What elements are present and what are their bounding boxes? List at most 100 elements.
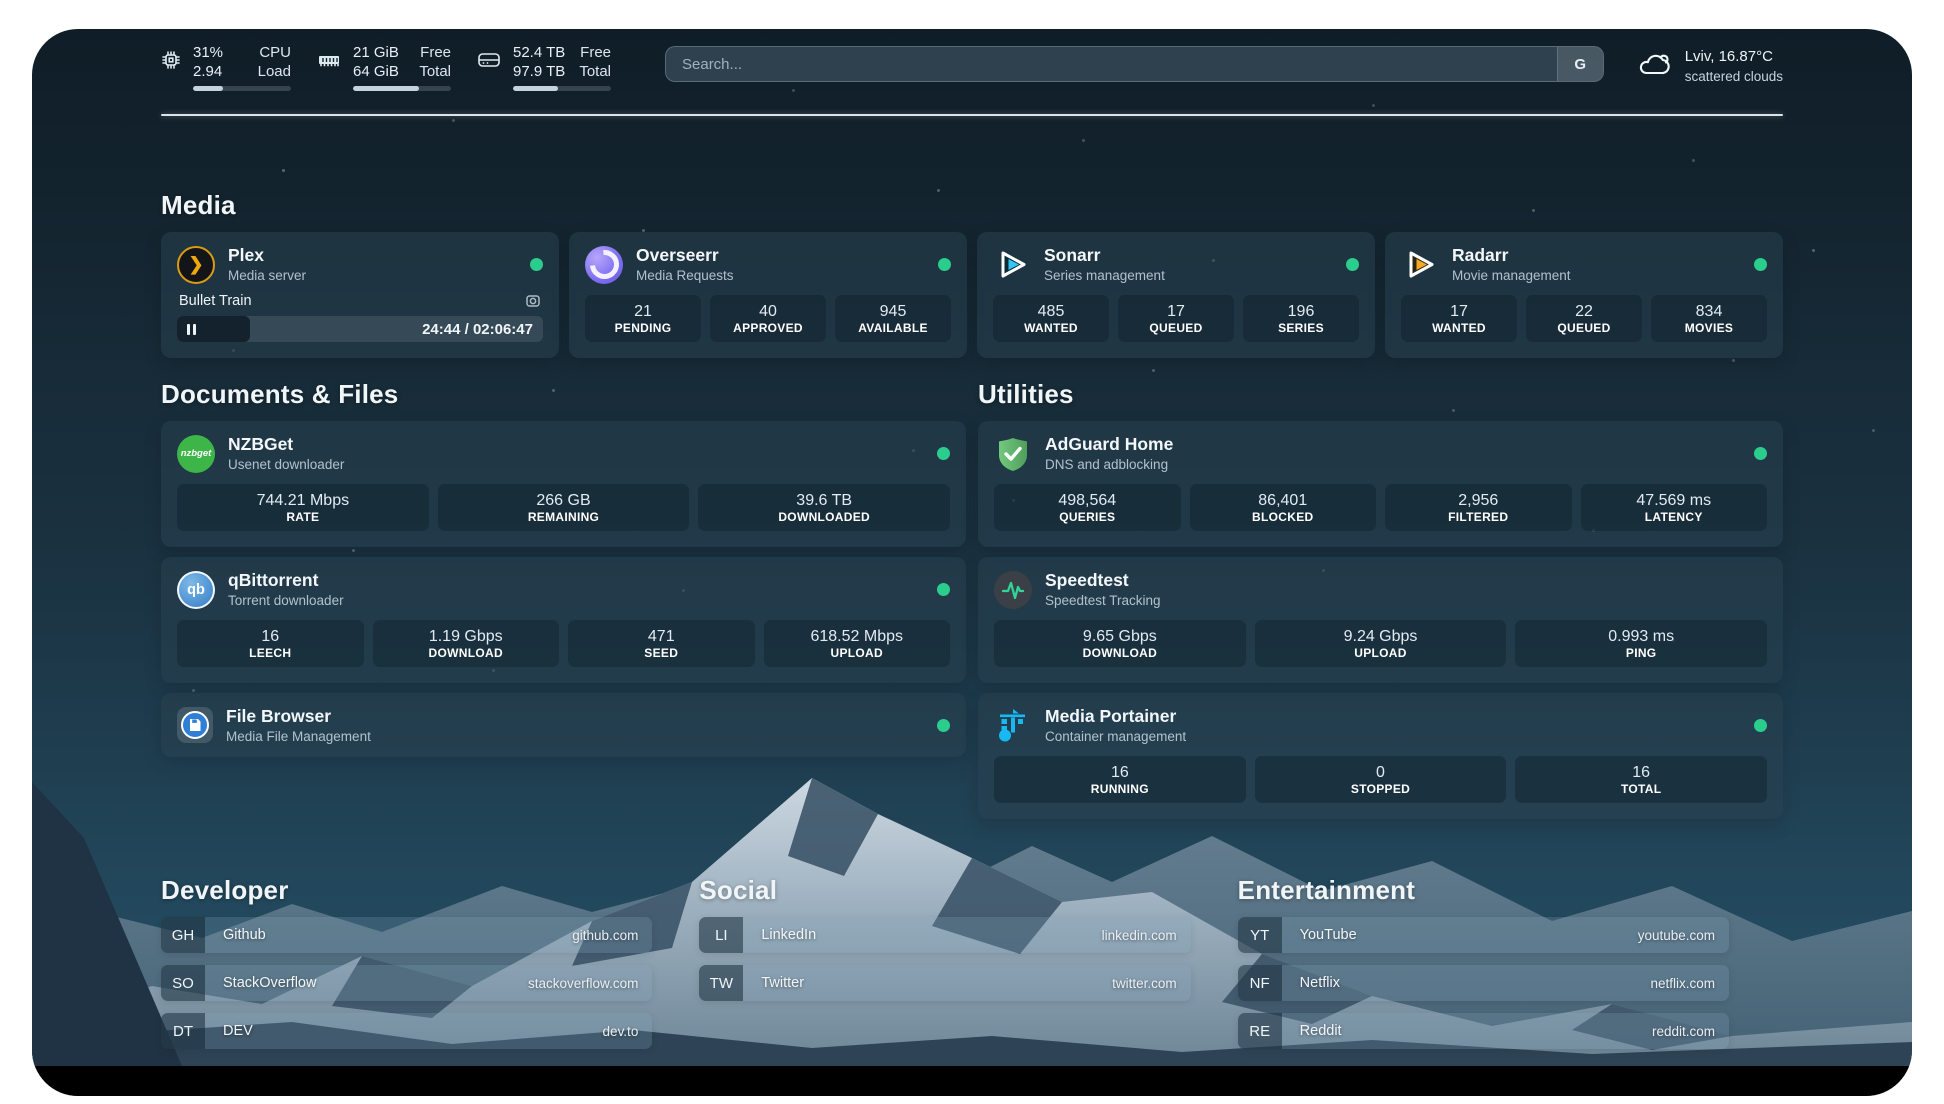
app-subtitle: Container management (1045, 729, 1187, 744)
stat-label: DOWNLOADED (778, 509, 871, 524)
portainer-crane-icon (994, 707, 1032, 745)
bookmark-twitter[interactable]: TW Twitter twitter.com (699, 965, 1191, 1001)
sonarr-icon (993, 246, 1031, 284)
bookmark-github[interactable]: GH Github github.com (161, 917, 653, 953)
bookmark-url: twitter.com (1112, 975, 1177, 991)
qbittorrent-card[interactable]: qb qBittorrent Torrent downloader 16 LEE… (161, 557, 966, 683)
bookmark-name: Twitter (761, 975, 805, 991)
stat-value: 1.19 Gbps (428, 627, 503, 645)
playback-progress-bar[interactable]: 24:44 / 02:06:47 (177, 316, 543, 342)
cpu-label: CPU (259, 44, 291, 61)
snow-specks (32, 29, 35, 32)
radarr-card[interactable]: Radarr Movie management 17 WANTED 22 QUE… (1385, 232, 1783, 358)
bookmark-abbr: TW (699, 965, 744, 1001)
stat-value: 17 (1450, 302, 1468, 320)
cpu-usage-value: 31% (193, 44, 224, 61)
header-divider (161, 114, 1783, 116)
stat-tile: 22 QUEUED (1526, 295, 1642, 342)
status-online-dot (1754, 447, 1767, 460)
filebrowser-icon (177, 707, 213, 743)
bookmark-abbr: DT (161, 1013, 205, 1049)
app-title: File Browser (226, 705, 332, 726)
app-title: Radarr (1452, 245, 1509, 265)
stat-tile: 47.569 ms LATENCY (1580, 484, 1767, 531)
cpu-load-value: 2.94 (193, 63, 223, 80)
bookmark-name: DEV (223, 1023, 253, 1039)
stat-value: 618.52 Mbps (810, 627, 903, 645)
disk-total-label: Total (579, 63, 611, 80)
nzbget-icon: nzbget (177, 434, 215, 473)
bookmark-netflix[interactable]: NF Netflix netflix.com (1237, 965, 1729, 1001)
plex-icon (177, 245, 215, 284)
memory-icon (317, 50, 341, 75)
stat-tile: 39.6 TB DOWNLOADED (698, 484, 951, 531)
status-online-dot (530, 258, 543, 271)
stat-tile: 9.24 Gbps UPLOAD (1254, 620, 1507, 667)
nzbget-card[interactable]: nzbget NZBGet Usenet downloader 744.21 M… (161, 421, 966, 547)
overseerr-card[interactable]: Overseerr Media Requests 21 PENDING 40 A… (569, 232, 967, 358)
stat-tile: 834 MOVIES (1651, 295, 1767, 342)
stat-value: 945 (879, 302, 907, 320)
bookmark-name: Reddit (1299, 1023, 1342, 1039)
bookmark-dev[interactable]: DT DEV dev.to (161, 1013, 653, 1049)
stat-label: BLOCKED (1252, 509, 1314, 524)
stat-label: UPLOAD (830, 645, 883, 660)
disk-free-label: Free (580, 44, 611, 61)
stat-label: PING (1625, 645, 1657, 660)
stat-value: 744.21 Mbps (256, 491, 350, 509)
stat-label: AVAILABLE (858, 320, 928, 335)
disk-icon (477, 50, 501, 75)
stat-value: 471 (647, 627, 675, 645)
bookmark-reddit[interactable]: RE Reddit reddit.com (1237, 1013, 1729, 1049)
speedtest-card[interactable]: Speedtest Speedtest Tracking 9.65 Gbps D… (978, 557, 1783, 683)
stat-label: APPROVED (733, 320, 803, 335)
weather-widget[interactable]: Lviv, 16.87°C scattered clouds (1636, 43, 1783, 85)
stat-label: MOVIES (1684, 320, 1734, 335)
adguard-card[interactable]: AdGuard Home DNS and adblocking 498,564 … (978, 421, 1783, 547)
stat-tile: 1.19 Gbps DOWNLOAD (372, 620, 559, 667)
stat-label: WANTED (1432, 320, 1486, 335)
bookmark-youtube[interactable]: YT YouTube youtube.com (1237, 917, 1729, 953)
stat-label: SEED (644, 645, 679, 660)
section-title-social: Social (699, 875, 778, 905)
stat-tile: 2,956 FILTERED (1385, 484, 1572, 531)
stat-value: 266 GB (536, 491, 591, 509)
stat-tile: 40 APPROVED (710, 295, 826, 342)
stat-value: 0 (1376, 763, 1385, 781)
portainer-card[interactable]: Media Portainer Container management 16 … (978, 693, 1783, 819)
filebrowser-card[interactable]: File Browser Media File Management (161, 693, 966, 757)
stat-value: 21 (634, 302, 652, 320)
bookmark-url: reddit.com (1651, 1023, 1715, 1039)
stat-value: 16 (1110, 763, 1129, 781)
search-bar: G (665, 46, 1604, 82)
bookmark-abbr: YT (1237, 917, 1282, 953)
app-title: Sonarr (1044, 245, 1101, 265)
stat-label: FILTERED (1448, 509, 1509, 524)
bookmark-url: netflix.com (1650, 975, 1715, 991)
plex-card[interactable]: Plex Media server Bullet Train (161, 232, 559, 358)
status-online-dot (1346, 258, 1359, 271)
stat-value: 22 (1575, 302, 1593, 320)
adguard-shield-icon (994, 435, 1032, 473)
pause-icon[interactable] (187, 323, 196, 335)
app-subtitle: Speedtest Tracking (1045, 593, 1161, 608)
status-online-dot (938, 258, 951, 271)
stat-tile: 9.65 Gbps DOWNLOAD (994, 620, 1246, 667)
status-online-dot (1754, 258, 1767, 271)
app-subtitle: Media File Management (226, 728, 371, 744)
stat-tile: 471 SEED (568, 620, 755, 667)
app-subtitle: Usenet downloader (228, 457, 345, 472)
social-links-column: Social LI LinkedIn linkedin.com TW Twitt… (699, 875, 1191, 1061)
developer-links-column: Developer GH Github github.com SO StackO… (161, 875, 653, 1061)
weather-location: Lviv, 16.87°C (1684, 48, 1773, 65)
sonarr-card[interactable]: Sonarr Series management 485 WANTED 17 Q… (977, 232, 1375, 358)
stat-value: 196 (1287, 302, 1315, 320)
stat-tile: 16 LEECH (177, 620, 364, 667)
search-engine-button[interactable]: G (1556, 47, 1603, 81)
bookmark-stackoverflow[interactable]: SO StackOverflow stackoverflow.com (161, 965, 653, 1001)
qbittorrent-icon: qb (177, 570, 215, 609)
speedtest-pulse-icon (994, 570, 1032, 609)
bookmark-linkedin[interactable]: LI LinkedIn linkedin.com (699, 917, 1191, 953)
stat-label: LATENCY (1644, 509, 1703, 524)
search-input[interactable] (666, 47, 1557, 81)
